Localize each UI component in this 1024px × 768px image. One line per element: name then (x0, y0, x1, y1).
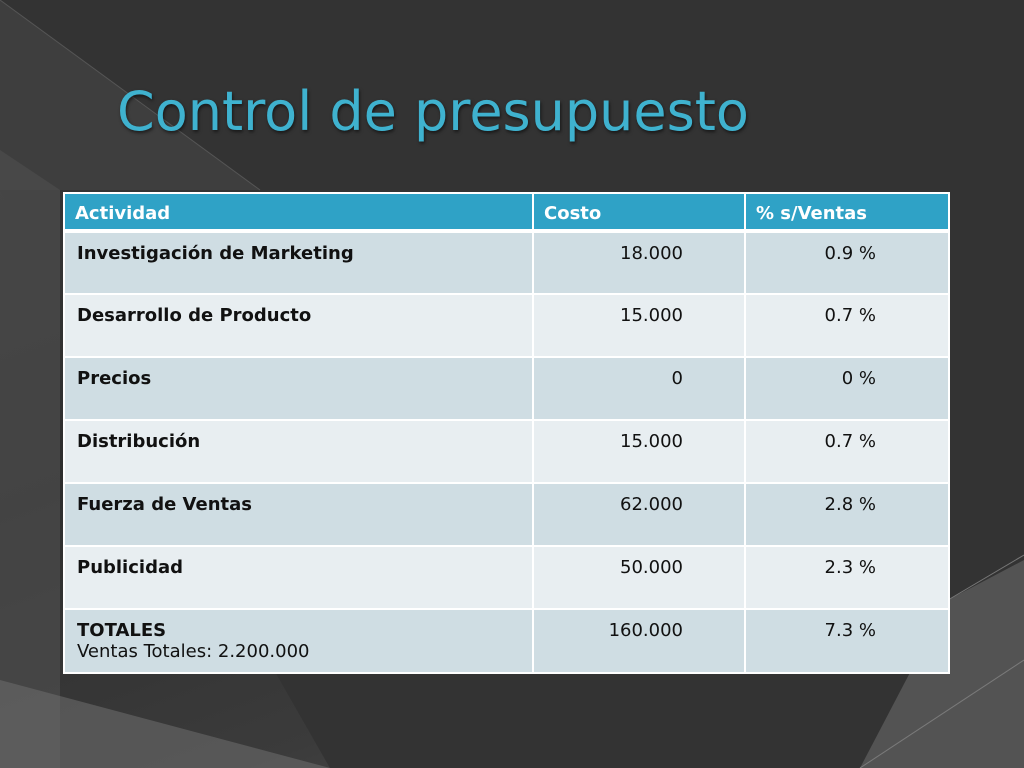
activity-cell: Investigación de Marketing (63, 230, 534, 295)
activity-cell: Desarrollo de Producto (63, 293, 534, 358)
total-sales-text: Ventas Totales: 2.200.000 (77, 641, 310, 662)
total-percent-cell: 7.3 % (744, 608, 950, 674)
table-header-row: Actividad Costo % s/Ventas (63, 192, 950, 233)
cost-cell: 15.000 (532, 419, 746, 484)
totals-label: TOTALES (77, 620, 167, 641)
cost-cell: 15.000 (532, 293, 746, 358)
percent-cell: 0.9 % (744, 230, 950, 295)
column-header-percent: % s/Ventas (744, 192, 950, 233)
cost-cell: 0 (532, 356, 746, 421)
activity-cell: Publicidad (63, 545, 534, 610)
totals-cell: TOTALES Ventas Totales: 2.200.000 (63, 608, 534, 674)
table-row: Fuerza de Ventas 62.000 2.8 % (63, 482, 950, 547)
table-row: Desarrollo de Producto 15.000 0.7 % (63, 293, 950, 358)
table-row: Investigación de Marketing 18.000 0.9 % (63, 230, 950, 295)
percent-cell: 0.7 % (744, 419, 950, 484)
column-header-cost: Costo (532, 192, 746, 233)
percent-cell: 2.3 % (744, 545, 950, 610)
total-cost-cell: 160.000 (532, 608, 746, 674)
budget-table: Actividad Costo % s/Ventas Investigación… (63, 192, 950, 674)
activity-cell: Fuerza de Ventas (63, 482, 534, 547)
slide-title: Control de presupuesto (117, 80, 749, 143)
table-row: Distribución 15.000 0.7 % (63, 419, 950, 484)
table-row: Precios 0 0 % (63, 356, 950, 421)
totals-row: TOTALES Ventas Totales: 2.200.000 160.00… (63, 608, 950, 674)
cost-cell: 18.000 (532, 230, 746, 295)
percent-cell: 0.7 % (744, 293, 950, 358)
table-row: Publicidad 50.000 2.3 % (63, 545, 950, 610)
percent-cell: 0 % (744, 356, 950, 421)
cost-cell: 50.000 (532, 545, 746, 610)
activity-cell: Precios (63, 356, 534, 421)
activity-cell: Distribución (63, 419, 534, 484)
percent-cell: 2.8 % (744, 482, 950, 547)
cost-cell: 62.000 (532, 482, 746, 547)
column-header-activity: Actividad (63, 192, 534, 233)
